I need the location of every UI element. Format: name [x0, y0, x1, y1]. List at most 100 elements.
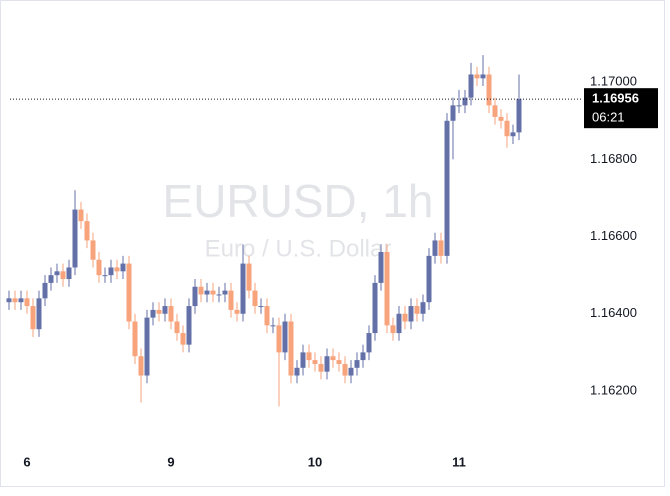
candle-body [222, 290, 228, 295]
candle-body [312, 360, 318, 364]
candle-body [114, 267, 120, 272]
candle-body [72, 209, 78, 268]
candle-body [468, 74, 474, 98]
last-price-box [584, 88, 658, 129]
candle-body [186, 306, 192, 345]
candle-body [396, 313, 402, 334]
candle-body [318, 363, 324, 372]
candle-body [246, 263, 252, 291]
candle-body [168, 306, 174, 322]
candle-body [180, 333, 186, 345]
candle-body [432, 240, 438, 256]
candle-body [414, 306, 420, 314]
y-tick-label: 1.17000 [590, 74, 637, 89]
candle-body [408, 306, 414, 322]
candle-body [366, 333, 372, 353]
candle-body [264, 306, 270, 326]
candle-body [66, 267, 72, 280]
candle-body [24, 298, 30, 307]
candle-body [216, 294, 222, 296]
candle-body [372, 282, 378, 334]
candle-body [132, 321, 138, 357]
candle-body [6, 298, 12, 303]
candle-body [336, 360, 342, 364]
candle-body [102, 275, 108, 277]
candle-body [354, 360, 360, 368]
y-tick-label: 1.16800 [590, 151, 637, 166]
candle-body [330, 356, 336, 361]
frame [0, 0, 665, 487]
candle-body [504, 120, 510, 137]
candle-body [294, 367, 300, 376]
x-tick-label: 10 [308, 454, 322, 469]
candle-body [288, 321, 294, 376]
candle-body [48, 275, 54, 283]
candle-body [276, 325, 282, 353]
candle-body [258, 306, 264, 308]
candle-body [108, 267, 114, 276]
x-tick-label: 6 [23, 454, 30, 469]
candle-body [144, 317, 150, 376]
candle-body [270, 325, 276, 327]
candle-body [228, 290, 234, 310]
candle-body [210, 290, 216, 295]
candle-body [282, 321, 288, 353]
candle-body [84, 221, 90, 241]
candle-body [384, 252, 390, 326]
candle-body [234, 309, 240, 314]
candle-body [204, 290, 210, 295]
candle-body [420, 302, 426, 314]
candle-body [348, 367, 354, 376]
y-tick-label: 1.16400 [590, 305, 637, 320]
candle-body [324, 356, 330, 372]
candle-body [456, 105, 462, 107]
candle-body [120, 263, 126, 272]
candle-body [444, 120, 450, 256]
candle-body [480, 74, 486, 79]
candle-body [30, 306, 36, 330]
candle-body [42, 282, 48, 299]
countdown: 06:21 [592, 110, 625, 125]
candle-body [240, 263, 246, 314]
candle-body [390, 325, 396, 334]
candle-body [54, 271, 60, 276]
candle-body [12, 298, 18, 303]
candle-body [426, 255, 432, 303]
candle-body [450, 105, 456, 121]
candle-body [192, 286, 198, 307]
candle-body [492, 105, 498, 117]
candle-body [252, 290, 258, 307]
candle-body [516, 99, 522, 133]
candle-body [474, 74, 480, 79]
candle-body [150, 309, 156, 318]
candle-body [342, 363, 348, 376]
candle-body [486, 74, 492, 106]
candle-body [378, 252, 384, 283]
candle-body [438, 240, 444, 256]
candle-body [96, 259, 102, 276]
candle-body [402, 313, 408, 322]
candle-body [498, 116, 504, 121]
candle-body [462, 97, 468, 106]
x-tick-label: 9 [167, 454, 174, 469]
candle-body [78, 209, 84, 222]
x-tick-label: 11 [452, 454, 466, 469]
last-price-label: 1.16956 [592, 91, 639, 106]
candle-body [90, 240, 96, 260]
y-tick-label: 1.16600 [590, 228, 637, 243]
candle-body [60, 271, 66, 280]
candle-body [174, 321, 180, 334]
watermark-subtitle: Euro / U.S. Dollar [205, 235, 392, 262]
candle-body [36, 298, 42, 330]
candle-body [126, 263, 132, 322]
candle-body [18, 298, 24, 303]
candle-body [198, 286, 204, 295]
candle-body [300, 352, 306, 368]
candle-body [510, 132, 516, 137]
watermark-title: EURUSD, 1h [163, 175, 434, 227]
candle-body [156, 309, 162, 314]
candle-body [162, 306, 168, 314]
candle-body [306, 352, 312, 361]
candle-body [138, 356, 144, 376]
